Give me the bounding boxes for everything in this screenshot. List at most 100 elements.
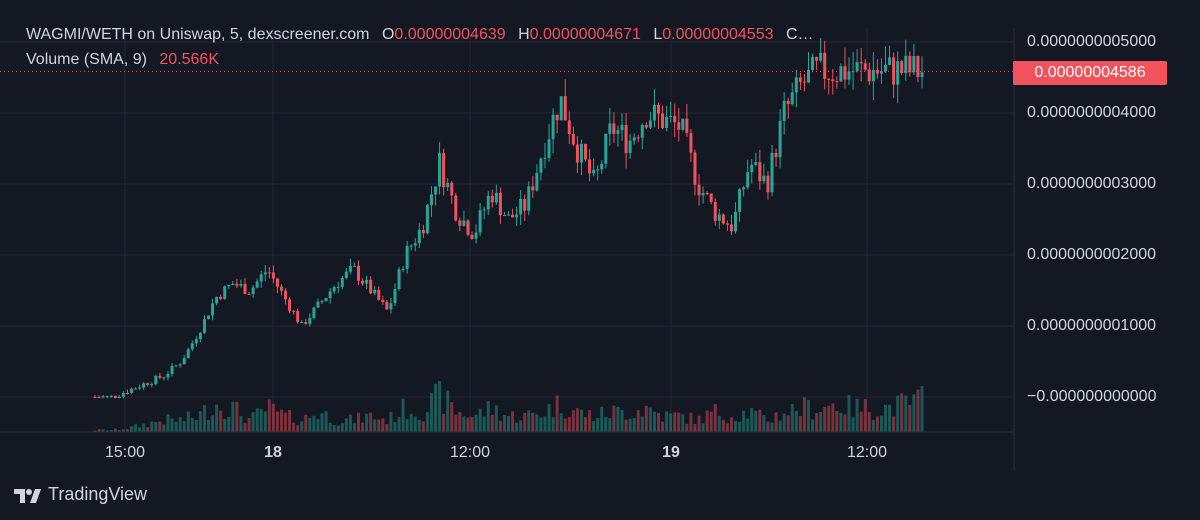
candle-body — [138, 387, 142, 389]
volume-bar — [648, 407, 652, 432]
candle-body — [223, 286, 227, 299]
volume-bar — [709, 411, 713, 432]
volume-bar — [328, 423, 332, 432]
close-label: C… — [785, 26, 814, 43]
volume-bar — [227, 416, 231, 432]
volume-legend[interactable]: Volume (SMA, 9) 20.566K — [26, 51, 219, 69]
candle-body — [446, 182, 450, 188]
volume-bar — [575, 408, 579, 432]
volume-bar — [656, 413, 660, 432]
volume-bar — [608, 418, 612, 432]
volume-bar — [344, 418, 348, 432]
volume-bar — [340, 423, 344, 432]
volume-bar — [729, 417, 733, 432]
volume-bar — [369, 412, 373, 432]
volume-bar — [815, 412, 819, 432]
volume-bar — [125, 429, 129, 432]
candle-body — [879, 71, 883, 74]
candle-body — [656, 104, 660, 114]
volume-bar — [259, 408, 263, 432]
candle-body — [369, 279, 373, 294]
volume-bar — [790, 404, 794, 432]
candle-body — [478, 210, 482, 233]
candle-body — [178, 364, 182, 366]
volume-bar — [288, 409, 292, 432]
volume-bar — [835, 410, 839, 432]
candle-body — [259, 274, 263, 282]
volume-bar — [267, 399, 271, 432]
candle-body — [429, 194, 433, 206]
volume-bar — [754, 410, 758, 432]
volume-bar — [312, 415, 316, 432]
volume-bars — [93, 381, 924, 432]
candle-body — [381, 299, 385, 302]
volume-bar — [871, 419, 875, 432]
volume-bar — [584, 417, 588, 432]
candle-body — [709, 193, 713, 202]
volume-bar — [502, 415, 506, 432]
volume-label: Volume (SMA, 9) — [26, 51, 147, 68]
candle-body — [373, 289, 377, 294]
volume-bar — [620, 410, 624, 432]
volume-bar — [527, 410, 531, 432]
tradingview-brand[interactable]: TradingView — [14, 484, 147, 505]
x-tick-label: 12:00 — [846, 444, 888, 461]
candle-body — [158, 375, 162, 378]
volume-bar — [762, 415, 766, 432]
candle-body — [746, 172, 750, 188]
candle-body — [778, 120, 782, 158]
volume-bar — [794, 410, 798, 432]
candle-body — [766, 175, 770, 193]
candle-body — [425, 205, 429, 234]
candle-body — [507, 214, 510, 216]
volume-bar — [478, 408, 482, 432]
volume-bar — [916, 389, 920, 432]
volume-bar — [766, 421, 770, 432]
volume-bar — [571, 410, 575, 432]
candle-body — [129, 388, 133, 394]
volume-bar — [555, 395, 559, 432]
volume-bar — [701, 423, 705, 432]
symbol-title[interactable]: WAGMI/WETH on Uniswap, 5, dexscreener.co… — [26, 26, 370, 43]
volume-bar — [231, 401, 235, 432]
candle-body — [320, 301, 324, 303]
volume-bar — [652, 411, 656, 432]
candle-body — [154, 375, 158, 384]
candle-body — [636, 137, 640, 139]
candle-body — [798, 77, 802, 82]
low-label: L — [653, 26, 663, 43]
candle-body — [255, 281, 259, 288]
volume-bar — [839, 412, 843, 432]
volume-bar — [782, 413, 786, 432]
volume-bar — [669, 413, 673, 432]
volume-bar — [442, 413, 446, 432]
volume-bar — [182, 421, 186, 432]
candle-body — [758, 162, 762, 182]
candle-body — [806, 69, 810, 83]
volume-bar — [239, 416, 243, 432]
volume-bar — [458, 412, 462, 432]
candle-body — [754, 162, 758, 165]
candle-body — [267, 272, 271, 274]
low-value: 0.00000004553 — [662, 26, 774, 43]
candle-body — [916, 56, 920, 78]
candle-body — [365, 279, 369, 284]
candle-body — [721, 214, 725, 224]
candle-body — [474, 232, 478, 239]
candle-body — [689, 132, 693, 153]
candle-body — [912, 56, 916, 73]
candle-body — [579, 143, 583, 163]
volume-bar — [304, 414, 308, 432]
volume-bar — [819, 411, 823, 432]
volume-bar — [746, 418, 750, 432]
volume-bar — [843, 414, 847, 432]
candle-body — [235, 283, 239, 286]
volume-bar — [292, 422, 296, 432]
volume-bar — [604, 416, 608, 432]
volume-bar — [912, 394, 916, 432]
candle-body — [284, 290, 288, 300]
volume-bar — [811, 419, 815, 432]
candle-body — [458, 220, 462, 226]
volume-bar — [482, 416, 486, 432]
